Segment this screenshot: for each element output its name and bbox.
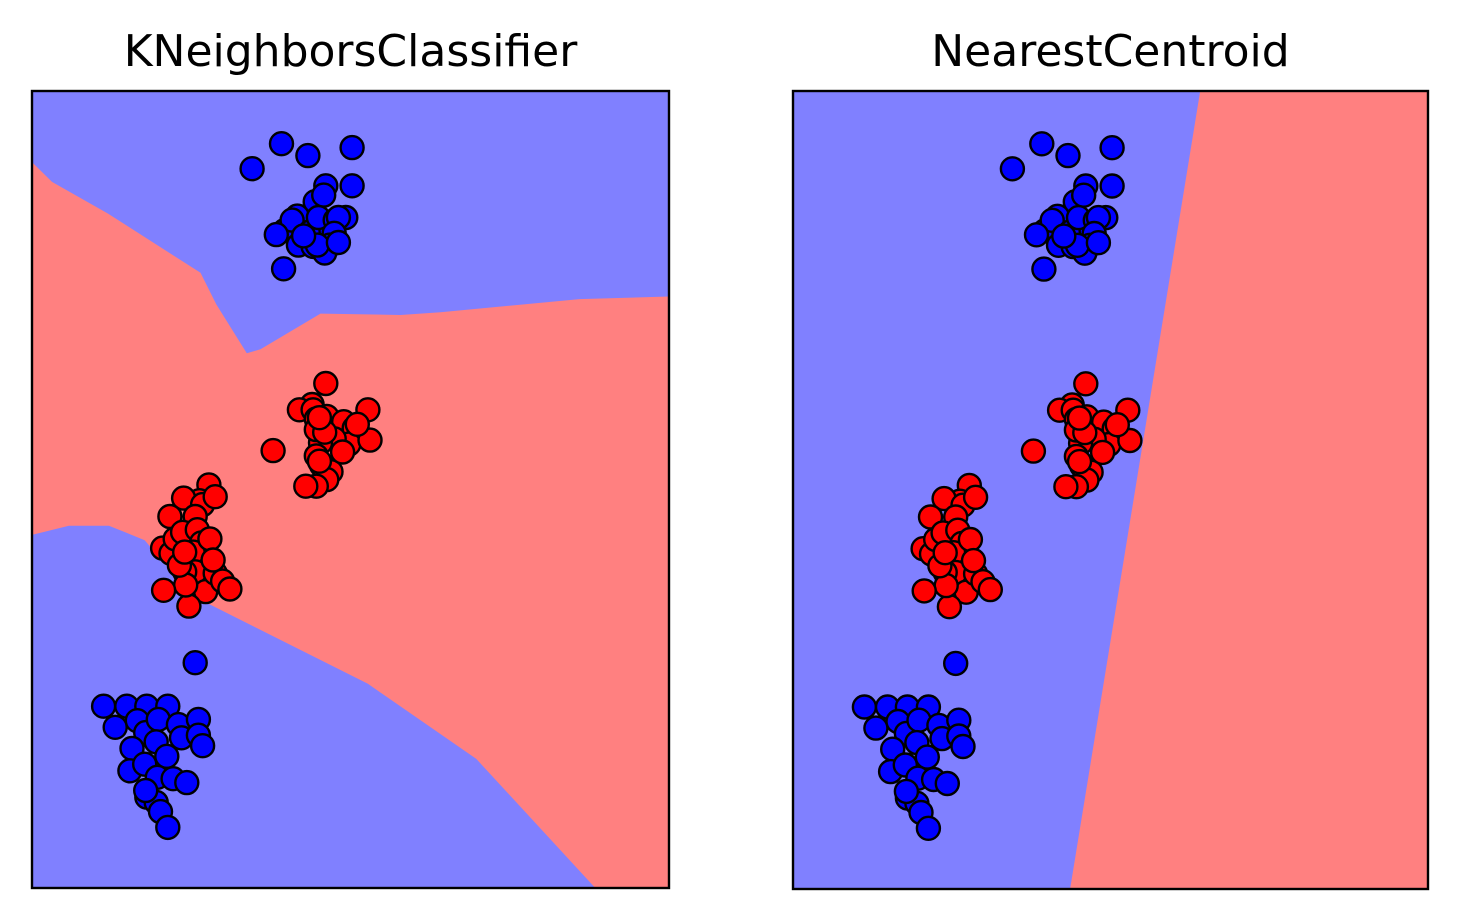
nearest-centroid-point-blue-3-25 (942, 650, 969, 677)
nearest-centroid-point-blue-0-2 (1055, 142, 1081, 169)
knn-point-blue-3-23 (155, 814, 181, 841)
knn-point-red-2-4 (202, 484, 228, 510)
nearest-centroid-point-blue-0-0 (999, 156, 1026, 182)
nearest-centroid-point-red-1-22 (1089, 439, 1116, 466)
nearest-centroid-point-blue-0-23 (1051, 223, 1077, 249)
nearest-centroid-point-blue-0-24 (1085, 229, 1112, 256)
knn-point-red-2-26 (200, 547, 226, 573)
knn-point-red-1-17 (293, 473, 319, 499)
nearest-centroid-point-blue-3-18 (934, 770, 961, 797)
knn-region-class-b (32, 162, 669, 889)
nearest-centroid-point-blue-0-1 (1029, 131, 1055, 157)
knn-chart-title: KNeighborsClassifier (123, 26, 578, 77)
nearest-centroid-point-blue-0-7 (1071, 182, 1097, 208)
knn-point-blue-0-24 (325, 229, 352, 256)
nearest-centroid-point-blue-0-25 (1023, 222, 1050, 248)
knn-point-blue-3-0 (90, 693, 117, 719)
knn-point-blue-0-5 (339, 173, 365, 199)
nearest-centroid-point-red-1-25 (1020, 438, 1047, 464)
nearest-centroid-chart-title: NearestCentroid (931, 26, 1290, 77)
nearest-centroid-point-red-2-4 (962, 484, 989, 510)
knn-point-red-1-22 (329, 439, 356, 465)
nearest-centroid-point-blue-3-23 (915, 815, 942, 841)
knn-point-blue-0-3 (339, 134, 365, 161)
knn-point-blue-3-22 (132, 777, 159, 804)
nearest-centroid-region-class-b (1070, 91, 1428, 889)
knn-point-blue-0-26 (270, 256, 297, 282)
knn-point-blue-3-26 (189, 733, 216, 759)
knn-point-blue-0-1 (268, 131, 295, 157)
nearest-centroid-point-blue-3-22 (893, 778, 920, 805)
nearest-centroid-plot (791, 89, 1430, 891)
nearest-centroid-point-blue-0-3 (1099, 135, 1125, 161)
nearest-centroid-point-blue-3-26 (950, 733, 976, 760)
nearest-centroid-point-red-1-24 (1066, 405, 1093, 431)
knn-point-red-1-0 (313, 370, 339, 397)
nearest-centroid-point-red-2-25 (957, 526, 984, 553)
nearest-centroid-point-blue-3-0 (851, 694, 878, 720)
nearest-centroid-point-red-2-16 (936, 594, 963, 620)
nearest-centroid-point-blue-0-5 (1099, 173, 1125, 199)
knn-point-red-1-26 (306, 448, 333, 474)
knn-point-red-1-24 (306, 405, 333, 431)
nearest-centroid-point-blue-3-9 (863, 715, 889, 741)
nearest-centroid-point-blue-0-26 (1031, 256, 1057, 282)
knn-point-red-2-24 (171, 539, 198, 565)
knn-point-red-2-25 (197, 526, 223, 552)
knn-point-blue-3-9 (102, 714, 128, 740)
nearest-centroid-point-red-2-24 (932, 540, 958, 566)
nearest-centroid-point-red-2-22 (977, 576, 1004, 603)
knn-point-red-1-25 (260, 437, 286, 464)
nearest-centroid-axes-frame (791, 89, 1430, 891)
knn-point-blue-0-25 (263, 221, 290, 248)
nearest-centroid-point-red-1-20 (1104, 412, 1130, 438)
nearest-centroid-point-red-1-26 (1066, 448, 1093, 475)
nearest-centroid-point-red-2-26 (960, 547, 987, 574)
nearest-centroid-point-red-2-23 (911, 578, 937, 604)
knn-point-red-2-16 (176, 593, 202, 619)
knn-point-blue-3-18 (174, 769, 200, 796)
knn-point-blue-0-23 (290, 223, 317, 249)
knn-plot (30, 89, 671, 890)
knn-point-red-1-20 (344, 411, 370, 437)
knn-point-blue-0-0 (239, 155, 265, 182)
knn-point-blue-3-25 (182, 650, 208, 676)
knn-point-red-2-22 (217, 576, 243, 602)
knn-axes-frame (30, 89, 671, 890)
knn-point-red-2-23 (150, 577, 177, 603)
nearest-centroid-point-red-1-0 (1073, 371, 1099, 397)
knn-point-blue-0-2 (295, 142, 321, 169)
nearest-centroid-point-red-1-17 (1053, 474, 1079, 500)
knn-point-blue-0-7 (311, 182, 337, 208)
